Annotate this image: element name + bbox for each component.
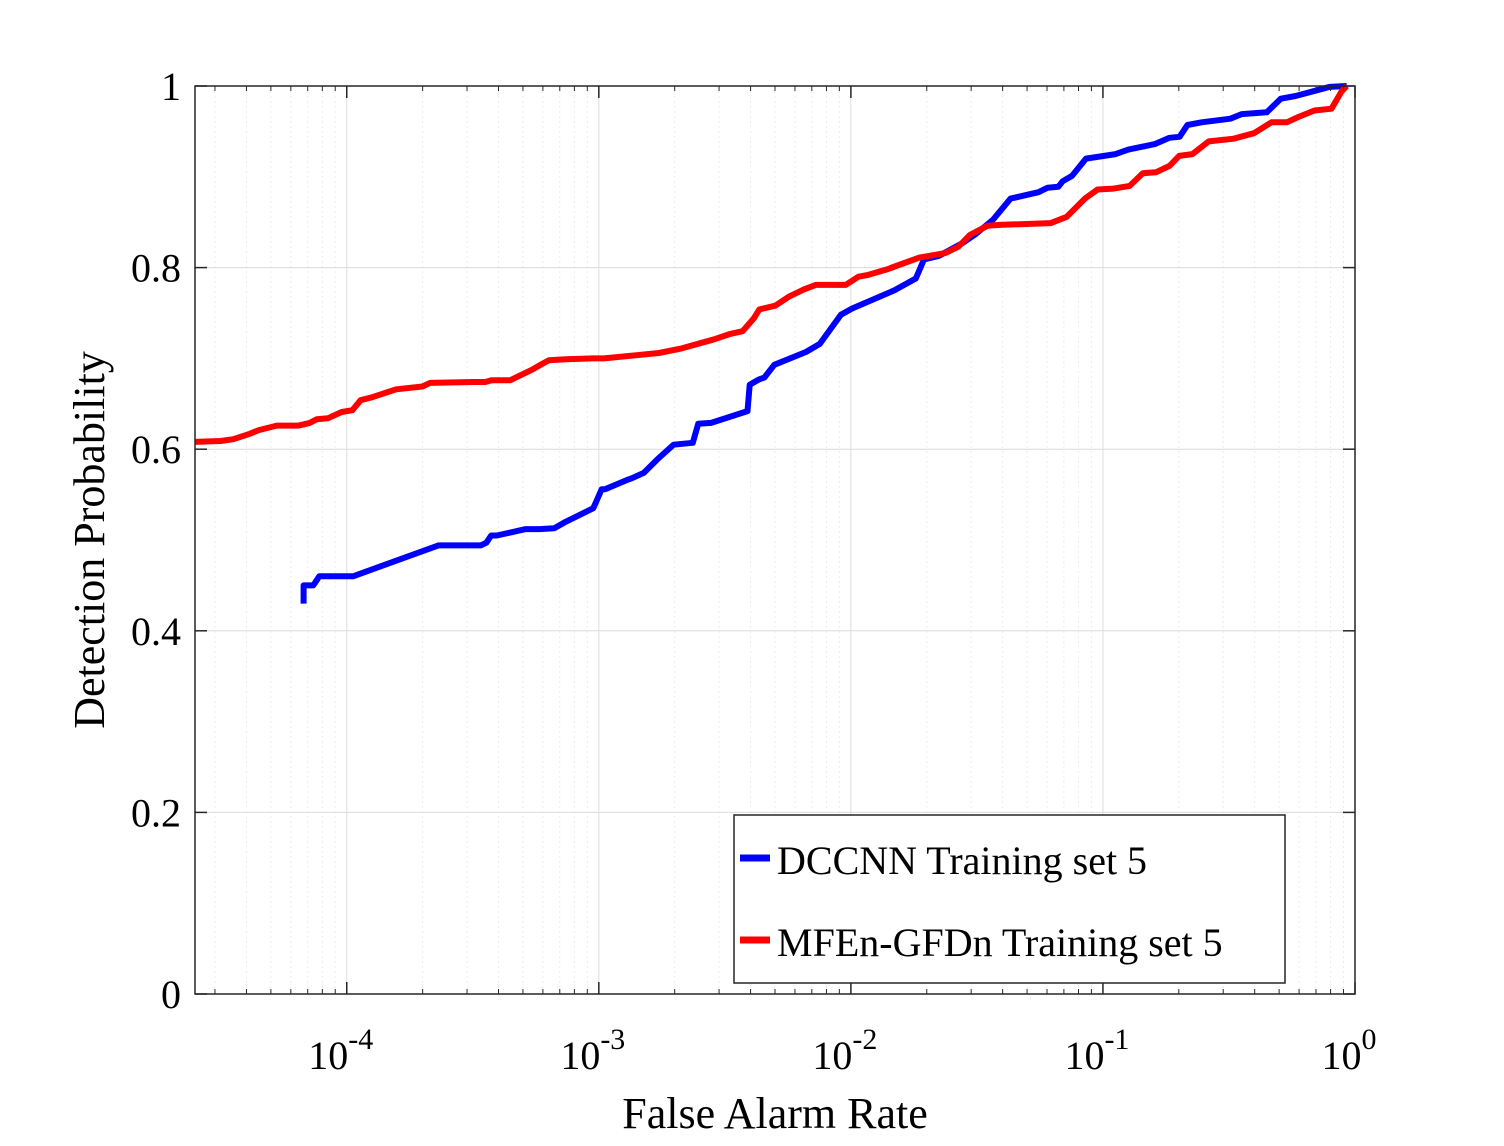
y-tick-label: 0 [161,972,181,1017]
x-tick-label-exponent: -3 [600,1023,625,1056]
legend-label-dccnn: DCCNN Training set 5 [777,838,1147,883]
series-line-mfen-gfdn [194,83,1349,445]
series-lines [194,83,1349,604]
x-tick-label-base: 10 [1064,1033,1104,1078]
x-tick-label-base: 10 [1322,1033,1362,1078]
y-axis-label: Detection Probability [65,351,114,729]
x-tick-label: 10-3 [560,1023,625,1078]
x-tick-label: 10-1 [1064,1023,1129,1078]
x-tick-label-exponent: -4 [348,1023,373,1056]
y-tick-label: 0.2 [131,790,181,835]
x-tick-label-base: 10 [812,1033,852,1078]
y-tick-label: 0.6 [131,427,181,472]
y-tick-label: 1 [161,64,181,109]
x-tick-label-base: 10 [560,1033,600,1078]
y-tick-label: 0.4 [131,609,181,654]
x-tick-label: 10-2 [812,1023,877,1078]
legend-box [733,814,1286,984]
legend-label-mfen-gfdn: MFEn-GFDn Training set 5 [777,920,1223,965]
x-tick-label-exponent: 0 [1362,1023,1377,1056]
x-axis-label: False Alarm Rate [622,1089,928,1138]
y-tick-label: 0.8 [131,246,181,291]
x-tick-label: 10-4 [308,1023,373,1078]
x-tick-label: 100 [1322,1023,1377,1078]
series-line-dccnn [300,83,1347,604]
legend: DCCNN Training set 5 MFEn-GFDn Training … [733,814,1286,984]
x-tick-label-base: 10 [308,1033,348,1078]
x-tick-label-exponent: -2 [852,1023,877,1056]
x-tick-label-exponent: -1 [1104,1023,1129,1056]
axis-ticks [195,85,1356,995]
